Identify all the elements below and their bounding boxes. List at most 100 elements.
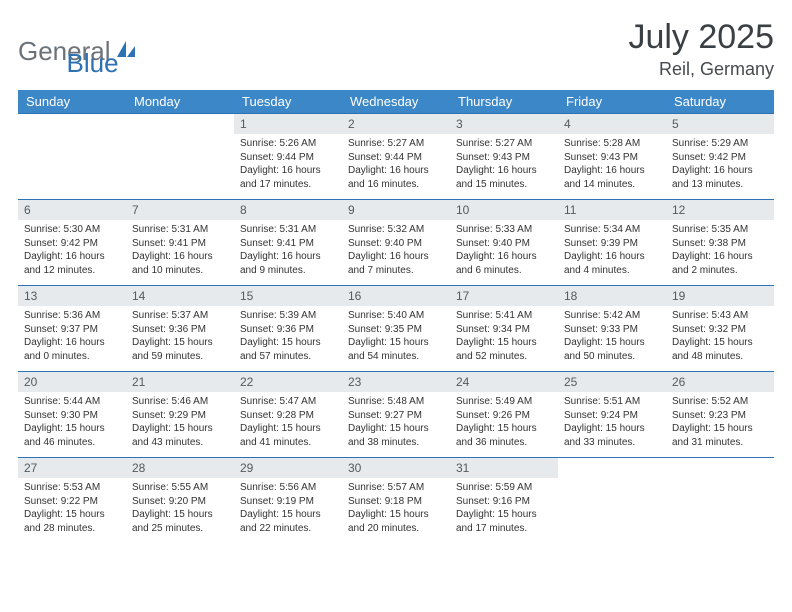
day-number: 15 bbox=[234, 285, 342, 306]
calendar-row: 20Sunrise: 5:44 AMSunset: 9:30 PMDayligh… bbox=[18, 371, 774, 457]
day-number: 20 bbox=[18, 371, 126, 392]
calendar-cell: 25Sunrise: 5:51 AMSunset: 9:24 PMDayligh… bbox=[558, 371, 666, 457]
calendar-cell: 5Sunrise: 5:29 AMSunset: 9:42 PMDaylight… bbox=[666, 113, 774, 199]
day-data: Sunrise: 5:48 AMSunset: 9:27 PMDaylight:… bbox=[342, 392, 450, 455]
day-number: 28 bbox=[126, 457, 234, 478]
day-number: 4 bbox=[558, 113, 666, 134]
calendar-row: 13Sunrise: 5:36 AMSunset: 9:37 PMDayligh… bbox=[18, 285, 774, 371]
calendar-cell: 23Sunrise: 5:48 AMSunset: 9:27 PMDayligh… bbox=[342, 371, 450, 457]
day-data: Sunrise: 5:27 AMSunset: 9:44 PMDaylight:… bbox=[342, 134, 450, 197]
day-header: Thursday bbox=[450, 90, 558, 113]
calendar-cell: 30Sunrise: 5:57 AMSunset: 9:18 PMDayligh… bbox=[342, 457, 450, 543]
day-number: 12 bbox=[666, 199, 774, 220]
calendar-cell: 20Sunrise: 5:44 AMSunset: 9:30 PMDayligh… bbox=[18, 371, 126, 457]
calendar-row: 1Sunrise: 5:26 AMSunset: 9:44 PMDaylight… bbox=[18, 113, 774, 199]
page-title: July 2025 bbox=[628, 18, 774, 57]
day-data: Sunrise: 5:36 AMSunset: 9:37 PMDaylight:… bbox=[18, 306, 126, 369]
day-data: Sunrise: 5:27 AMSunset: 9:43 PMDaylight:… bbox=[450, 134, 558, 197]
day-data: Sunrise: 5:34 AMSunset: 9:39 PMDaylight:… bbox=[558, 220, 666, 283]
day-data: Sunrise: 5:56 AMSunset: 9:19 PMDaylight:… bbox=[234, 478, 342, 541]
calendar-cell: 21Sunrise: 5:46 AMSunset: 9:29 PMDayligh… bbox=[126, 371, 234, 457]
day-header: Tuesday bbox=[234, 90, 342, 113]
calendar-cell: 18Sunrise: 5:42 AMSunset: 9:33 PMDayligh… bbox=[558, 285, 666, 371]
calendar-page: General Blue July 2025 Reil, Germany Sun… bbox=[0, 0, 792, 543]
calendar-cell: 26Sunrise: 5:52 AMSunset: 9:23 PMDayligh… bbox=[666, 371, 774, 457]
calendar-cell: 14Sunrise: 5:37 AMSunset: 9:36 PMDayligh… bbox=[126, 285, 234, 371]
day-number: 22 bbox=[234, 371, 342, 392]
day-number: 25 bbox=[558, 371, 666, 392]
day-number: 24 bbox=[450, 371, 558, 392]
calendar-cell: 19Sunrise: 5:43 AMSunset: 9:32 PMDayligh… bbox=[666, 285, 774, 371]
day-data: Sunrise: 5:39 AMSunset: 9:36 PMDaylight:… bbox=[234, 306, 342, 369]
day-data: Sunrise: 5:47 AMSunset: 9:28 PMDaylight:… bbox=[234, 392, 342, 455]
day-number: 31 bbox=[450, 457, 558, 478]
calendar-cell: 24Sunrise: 5:49 AMSunset: 9:26 PMDayligh… bbox=[450, 371, 558, 457]
day-data: Sunrise: 5:53 AMSunset: 9:22 PMDaylight:… bbox=[18, 478, 126, 541]
calendar-cell: 6Sunrise: 5:30 AMSunset: 9:42 PMDaylight… bbox=[18, 199, 126, 285]
logo-text-blue: Blue bbox=[67, 48, 119, 79]
day-number: 27 bbox=[18, 457, 126, 478]
day-number: 3 bbox=[450, 113, 558, 134]
day-number: 8 bbox=[234, 199, 342, 220]
day-data: Sunrise: 5:31 AMSunset: 9:41 PMDaylight:… bbox=[126, 220, 234, 283]
calendar-cell: 27Sunrise: 5:53 AMSunset: 9:22 PMDayligh… bbox=[18, 457, 126, 543]
day-data: Sunrise: 5:49 AMSunset: 9:26 PMDaylight:… bbox=[450, 392, 558, 455]
day-data: Sunrise: 5:32 AMSunset: 9:40 PMDaylight:… bbox=[342, 220, 450, 283]
day-data: Sunrise: 5:52 AMSunset: 9:23 PMDaylight:… bbox=[666, 392, 774, 455]
day-data: Sunrise: 5:43 AMSunset: 9:32 PMDaylight:… bbox=[666, 306, 774, 369]
calendar-cell: 15Sunrise: 5:39 AMSunset: 9:36 PMDayligh… bbox=[234, 285, 342, 371]
day-data: Sunrise: 5:41 AMSunset: 9:34 PMDaylight:… bbox=[450, 306, 558, 369]
day-number: 18 bbox=[558, 285, 666, 306]
day-data: Sunrise: 5:35 AMSunset: 9:38 PMDaylight:… bbox=[666, 220, 774, 283]
day-header: Saturday bbox=[666, 90, 774, 113]
day-header: Monday bbox=[126, 90, 234, 113]
day-number: 6 bbox=[18, 199, 126, 220]
calendar-cell: 8Sunrise: 5:31 AMSunset: 9:41 PMDaylight… bbox=[234, 199, 342, 285]
day-data: Sunrise: 5:59 AMSunset: 9:16 PMDaylight:… bbox=[450, 478, 558, 541]
day-data: Sunrise: 5:26 AMSunset: 9:44 PMDaylight:… bbox=[234, 134, 342, 197]
calendar-cell: 2Sunrise: 5:27 AMSunset: 9:44 PMDaylight… bbox=[342, 113, 450, 199]
calendar-cell: 12Sunrise: 5:35 AMSunset: 9:38 PMDayligh… bbox=[666, 199, 774, 285]
calendar-cell bbox=[126, 113, 234, 199]
day-data: Sunrise: 5:44 AMSunset: 9:30 PMDaylight:… bbox=[18, 392, 126, 455]
calendar-cell: 3Sunrise: 5:27 AMSunset: 9:43 PMDaylight… bbox=[450, 113, 558, 199]
day-data: Sunrise: 5:31 AMSunset: 9:41 PMDaylight:… bbox=[234, 220, 342, 283]
calendar-cell bbox=[666, 457, 774, 543]
day-number: 11 bbox=[558, 199, 666, 220]
day-data: Sunrise: 5:37 AMSunset: 9:36 PMDaylight:… bbox=[126, 306, 234, 369]
calendar-cell: 1Sunrise: 5:26 AMSunset: 9:44 PMDaylight… bbox=[234, 113, 342, 199]
day-number: 23 bbox=[342, 371, 450, 392]
day-data: Sunrise: 5:55 AMSunset: 9:20 PMDaylight:… bbox=[126, 478, 234, 541]
day-number: 30 bbox=[342, 457, 450, 478]
calendar-row: 6Sunrise: 5:30 AMSunset: 9:42 PMDaylight… bbox=[18, 199, 774, 285]
calendar-cell: 11Sunrise: 5:34 AMSunset: 9:39 PMDayligh… bbox=[558, 199, 666, 285]
calendar-cell: 31Sunrise: 5:59 AMSunset: 9:16 PMDayligh… bbox=[450, 457, 558, 543]
day-number: 29 bbox=[234, 457, 342, 478]
title-block: July 2025 Reil, Germany bbox=[628, 18, 774, 80]
day-header: Sunday bbox=[18, 90, 126, 113]
day-number: 26 bbox=[666, 371, 774, 392]
day-data: Sunrise: 5:40 AMSunset: 9:35 PMDaylight:… bbox=[342, 306, 450, 369]
calendar-cell: 28Sunrise: 5:55 AMSunset: 9:20 PMDayligh… bbox=[126, 457, 234, 543]
calendar-cell bbox=[558, 457, 666, 543]
calendar-cell: 9Sunrise: 5:32 AMSunset: 9:40 PMDaylight… bbox=[342, 199, 450, 285]
logo: General Blue bbox=[18, 18, 119, 79]
day-number: 16 bbox=[342, 285, 450, 306]
calendar-cell: 13Sunrise: 5:36 AMSunset: 9:37 PMDayligh… bbox=[18, 285, 126, 371]
calendar-cell: 29Sunrise: 5:56 AMSunset: 9:19 PMDayligh… bbox=[234, 457, 342, 543]
day-number: 14 bbox=[126, 285, 234, 306]
day-header: Wednesday bbox=[342, 90, 450, 113]
day-number: 21 bbox=[126, 371, 234, 392]
day-number: 7 bbox=[126, 199, 234, 220]
day-number: 13 bbox=[18, 285, 126, 306]
day-number: 9 bbox=[342, 199, 450, 220]
day-data: Sunrise: 5:33 AMSunset: 9:40 PMDaylight:… bbox=[450, 220, 558, 283]
calendar-cell: 17Sunrise: 5:41 AMSunset: 9:34 PMDayligh… bbox=[450, 285, 558, 371]
day-data: Sunrise: 5:28 AMSunset: 9:43 PMDaylight:… bbox=[558, 134, 666, 197]
calendar-cell: 10Sunrise: 5:33 AMSunset: 9:40 PMDayligh… bbox=[450, 199, 558, 285]
day-data: Sunrise: 5:57 AMSunset: 9:18 PMDaylight:… bbox=[342, 478, 450, 541]
day-number: 10 bbox=[450, 199, 558, 220]
day-number: 1 bbox=[234, 113, 342, 134]
calendar-cell: 22Sunrise: 5:47 AMSunset: 9:28 PMDayligh… bbox=[234, 371, 342, 457]
calendar-cell bbox=[18, 113, 126, 199]
